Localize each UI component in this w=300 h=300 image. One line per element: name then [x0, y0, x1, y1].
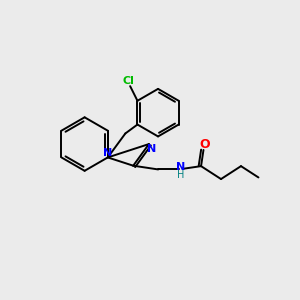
- Text: Cl: Cl: [123, 76, 135, 86]
- Text: N: N: [147, 143, 157, 154]
- Text: N: N: [176, 162, 185, 172]
- Text: N: N: [103, 148, 112, 158]
- Text: O: O: [199, 138, 210, 151]
- Text: H: H: [177, 170, 184, 180]
